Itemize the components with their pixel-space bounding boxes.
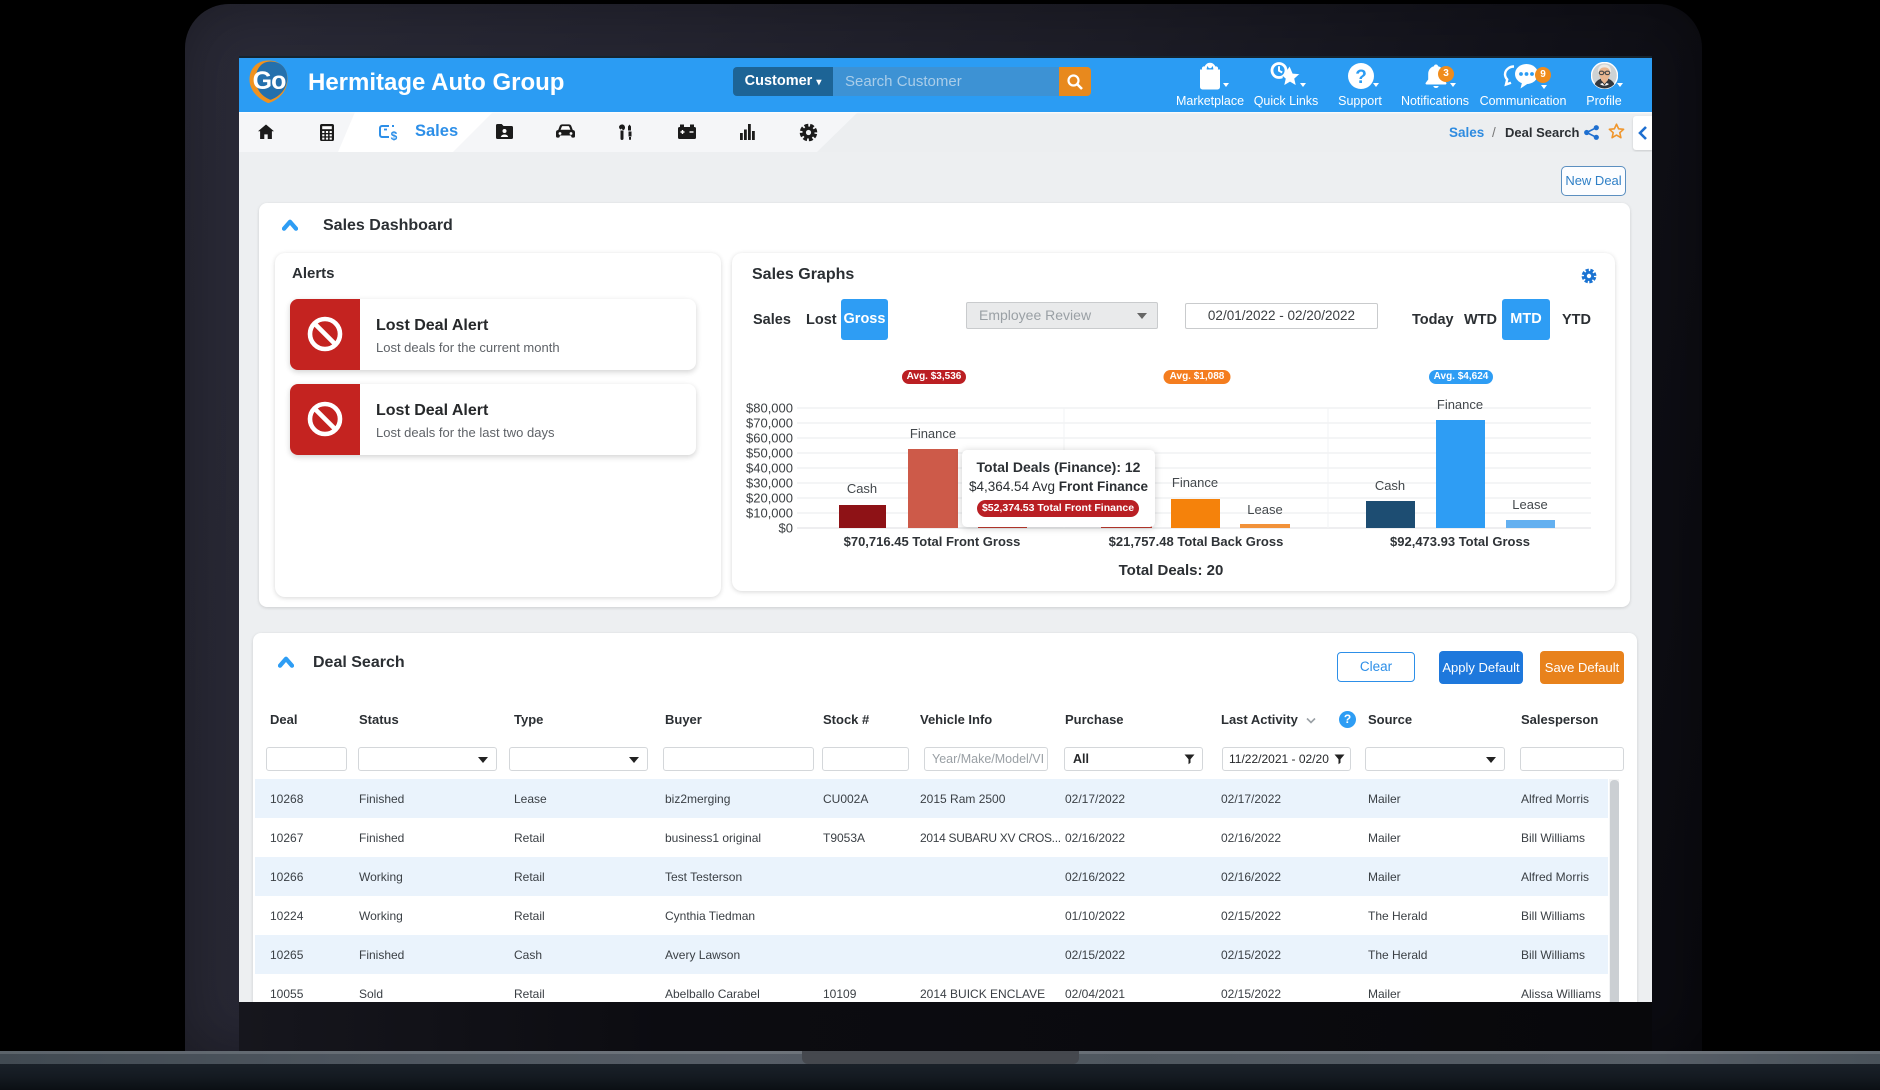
- svg-text:$40,000: $40,000: [746, 461, 793, 476]
- svg-text:?: ?: [1355, 67, 1367, 88]
- svg-text:$92,473.93 Total Gross: $92,473.93 Total Gross: [1390, 534, 1530, 549]
- svg-text:Total Deals: 20: Total Deals: 20: [1119, 562, 1224, 579]
- svg-text:Finance: Finance: [910, 426, 956, 441]
- svg-text:$0: $0: [779, 521, 793, 536]
- svg-text:$10,000: $10,000: [746, 506, 793, 521]
- svg-text:Go: Go: [253, 67, 286, 95]
- svg-text:$60,000: $60,000: [746, 431, 793, 446]
- svg-text:$20,000: $20,000: [746, 491, 793, 506]
- svg-text:$21,757.48 Total Back Gross: $21,757.48 Total Back Gross: [1109, 534, 1284, 549]
- svg-text:Lease: Lease: [1247, 502, 1282, 517]
- svg-text:$: $: [391, 129, 398, 141]
- svg-text:$70,716.45 Total Front Gross: $70,716.45 Total Front Gross: [844, 534, 1021, 549]
- svg-text:Finance: Finance: [1437, 397, 1483, 412]
- svg-text:Lease: Lease: [1512, 497, 1547, 512]
- svg-text:$30,000: $30,000: [746, 476, 793, 491]
- svg-text:Finance: Finance: [1172, 475, 1218, 490]
- svg-text:$50,000: $50,000: [746, 446, 793, 461]
- svg-text:$80,000: $80,000: [746, 401, 793, 416]
- svg-text:Cash: Cash: [1375, 478, 1405, 493]
- svg-text:$70,000: $70,000: [746, 416, 793, 431]
- svg-text:Cash: Cash: [847, 481, 877, 496]
